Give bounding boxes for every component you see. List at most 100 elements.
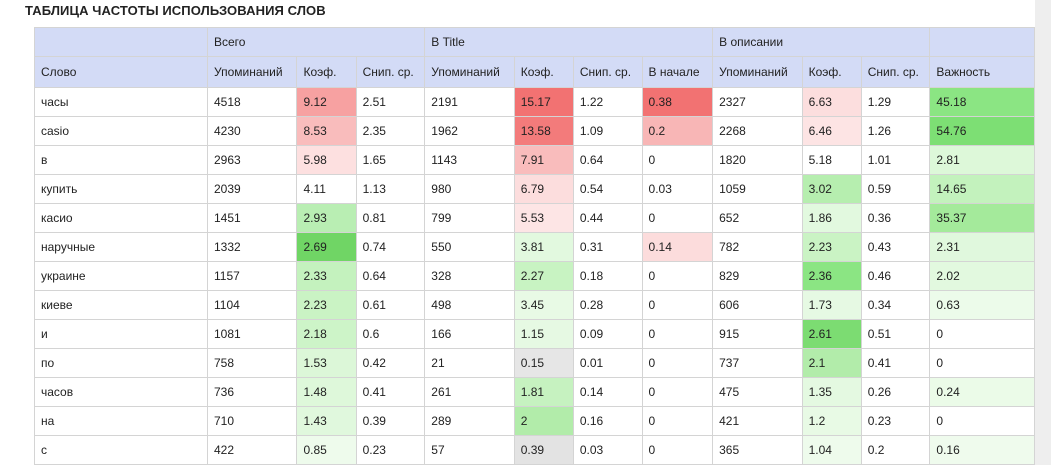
cell-total-mentions: 1081 — [206, 319, 298, 349]
cell-description-snippet: 0.43 — [860, 232, 931, 262]
cell-total-mentions: 422 — [206, 435, 298, 465]
column-header-row: Слово Упоминаний Коэф. Снип. ср. Упомина… — [34, 56, 1035, 88]
cell-title-mentions: 2191 — [424, 87, 515, 117]
cell-title-mentions: 166 — [424, 319, 515, 349]
cell-title-mentions: 1143 — [424, 145, 515, 175]
cell-title-mentions: 289 — [424, 406, 515, 436]
cell-description-mentions: 365 — [712, 435, 803, 465]
cell-description-coef: 1.2 — [801, 406, 862, 436]
page-scroll-track[interactable] — [1035, 0, 1051, 465]
cell-total-coef: 0.85 — [296, 435, 357, 465]
cell-description-coef: 2.36 — [801, 261, 862, 291]
cell-title-mentions: 980 — [424, 174, 515, 204]
cell-importance: 2.81 — [929, 145, 1035, 175]
column-header-title-start[interactable]: В начале — [641, 56, 714, 88]
cell-title-coef: 13.58 — [513, 116, 574, 146]
column-header-title-coef[interactable]: Коэф. — [513, 56, 574, 88]
cell-title-coef: 15.17 — [513, 87, 574, 117]
cell-description-mentions: 915 — [712, 319, 803, 349]
cell-total-mentions: 2039 — [206, 174, 298, 204]
column-header-total-mentions[interactable]: Упоминаний — [206, 56, 298, 88]
group-header-title: В Title — [424, 27, 714, 57]
cell-title-snippet: 0.31 — [572, 232, 643, 262]
cell-total-coef: 5.98 — [296, 145, 357, 175]
cell-description-mentions: 2327 — [712, 87, 803, 117]
cell-title-start: 0.2 — [641, 116, 714, 146]
cell-title-coef: 5.53 — [513, 203, 574, 233]
cell-word: по — [34, 348, 208, 378]
group-header-description: В описании — [712, 27, 931, 57]
cell-description-mentions: 652 — [712, 203, 803, 233]
cell-description-coef: 6.46 — [801, 116, 862, 146]
cell-importance: 2.31 — [929, 232, 1035, 262]
table-row: и 1081 2.18 0.6 166 1.15 0.09 0 915 2.61 0.51 0 — [34, 319, 1035, 349]
cell-description-mentions: 1059 — [712, 174, 803, 204]
column-header-total-coef[interactable]: Коэф. — [296, 56, 357, 88]
cell-word: часов — [34, 377, 208, 407]
column-header-word[interactable]: Слово — [34, 56, 208, 88]
table-row: по 758 1.53 0.42 21 0.15 0.01 0 737 2.1 0.41 0 — [34, 348, 1035, 378]
cell-description-coef: 1.73 — [801, 290, 862, 320]
group-header-total: Всего — [206, 27, 426, 57]
table-row: casio 4230 8.53 2.35 1962 13.58 1.09 0.2 2268 6.4… — [34, 116, 1035, 146]
cell-total-snippet: 0.61 — [355, 290, 426, 320]
cell-total-mentions: 1332 — [206, 232, 298, 262]
cell-title-coef: 2.27 — [513, 261, 574, 291]
cell-description-snippet: 0.59 — [860, 174, 931, 204]
cell-title-snippet: 0.54 — [572, 174, 643, 204]
cell-word: наручные — [34, 232, 208, 262]
cell-title-start: 0 — [641, 377, 714, 407]
table-row: украине 1157 2.33 0.64 328 2.27 0.18 0 829 2.36 0.… — [34, 261, 1035, 291]
cell-description-snippet: 0.23 — [860, 406, 931, 436]
column-header-total-snippet[interactable]: Снип. ср. — [355, 56, 426, 88]
cell-title-mentions: 57 — [424, 435, 515, 465]
cell-total-snippet: 1.65 — [355, 145, 426, 175]
cell-word: купить — [34, 174, 208, 204]
table-row: с 422 0.85 0.23 57 0.39 0.03 0 365 1.04 0.2 0.16 — [34, 435, 1035, 465]
cell-description-snippet: 0.2 — [860, 435, 931, 465]
table-row: часов 736 1.48 0.41 261 1.81 0.14 0 475 1.35 0.26 0… — [34, 377, 1035, 407]
cell-description-coef: 2.1 — [801, 348, 862, 378]
column-header-importance[interactable]: Важность — [929, 56, 1035, 88]
cell-title-snippet: 0.18 — [572, 261, 643, 291]
table-row: на 710 1.43 0.39 289 2 0.16 0 421 1.2 0.23 0 — [34, 406, 1035, 436]
cell-word: в — [34, 145, 208, 175]
cell-total-mentions: 758 — [206, 348, 298, 378]
cell-word: casio — [34, 116, 208, 146]
cell-total-coef: 9.12 — [296, 87, 357, 117]
cell-title-snippet: 0.03 — [572, 435, 643, 465]
column-header-description-coef[interactable]: Коэф. — [801, 56, 862, 88]
cell-total-snippet: 0.41 — [355, 377, 426, 407]
group-header-importance-blank — [929, 27, 1035, 57]
group-header-row: Всего В Title В описании — [34, 27, 1035, 57]
cell-title-mentions: 21 — [424, 348, 515, 378]
cell-total-snippet: 0.6 — [355, 319, 426, 349]
cell-description-coef: 5.18 — [801, 145, 862, 175]
column-header-description-mentions[interactable]: Упоминаний — [712, 56, 803, 88]
cell-title-coef: 0.39 — [513, 435, 574, 465]
cell-total-mentions: 2963 — [206, 145, 298, 175]
table-body: часы 4518 9.12 2.51 2191 15.17 1.22 0.38 2327 6.6… — [34, 87, 1035, 465]
column-header-title-snippet[interactable]: Снип. ср. — [572, 56, 643, 88]
cell-title-snippet: 1.09 — [572, 116, 643, 146]
cell-title-coef: 2 — [513, 406, 574, 436]
cell-total-coef: 2.23 — [296, 290, 357, 320]
cell-importance: 45.18 — [929, 87, 1035, 117]
cell-description-snippet: 0.34 — [860, 290, 931, 320]
page-title: ТАБЛИЦА ЧАСТОТЫ ИСПОЛЬЗОВАНИЯ СЛОВ — [25, 3, 326, 18]
column-header-description-snippet[interactable]: Снип. ср. — [860, 56, 931, 88]
cell-title-start: 0 — [641, 435, 714, 465]
cell-importance: 14.65 — [929, 174, 1035, 204]
cell-title-snippet: 0.09 — [572, 319, 643, 349]
column-header-title-mentions[interactable]: Упоминаний — [424, 56, 515, 88]
group-header-blank — [34, 27, 208, 57]
cell-title-snippet: 1.22 — [572, 87, 643, 117]
cell-title-mentions: 1962 — [424, 116, 515, 146]
cell-total-coef: 1.48 — [296, 377, 357, 407]
cell-total-mentions: 4518 — [206, 87, 298, 117]
cell-total-mentions: 1104 — [206, 290, 298, 320]
cell-importance: 2.02 — [929, 261, 1035, 291]
cell-title-mentions: 261 — [424, 377, 515, 407]
cell-total-snippet: 0.23 — [355, 435, 426, 465]
